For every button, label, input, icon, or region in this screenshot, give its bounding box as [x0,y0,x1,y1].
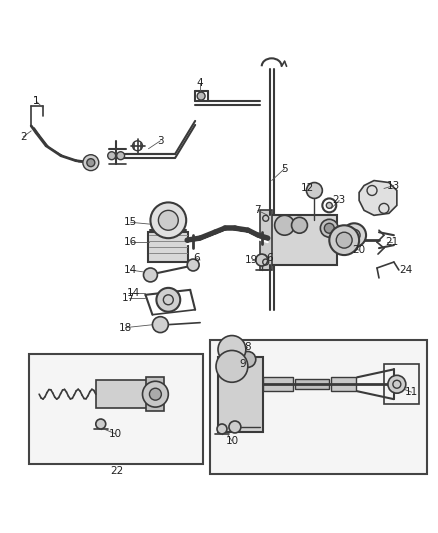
Circle shape [83,155,99,171]
Circle shape [324,223,334,233]
Circle shape [150,203,186,238]
Bar [218,358,263,432]
Circle shape [159,211,178,230]
Text: 7: 7 [254,205,261,215]
Circle shape [275,215,294,235]
Text: 23: 23 [332,196,346,205]
Text: 22: 22 [110,466,123,475]
Bar [146,377,164,411]
Circle shape [329,225,359,255]
Text: 14: 14 [127,288,140,298]
Circle shape [197,92,205,100]
Text: 11: 11 [405,387,418,397]
Circle shape [108,152,116,160]
Bar [331,377,356,391]
Text: 18: 18 [119,322,132,333]
Text: 10: 10 [109,429,122,439]
Text: 2: 2 [20,132,27,142]
Circle shape [218,336,246,364]
Text: 20: 20 [353,245,366,255]
Circle shape [142,381,168,407]
Circle shape [96,419,106,429]
Text: 24: 24 [399,265,413,275]
Text: 6: 6 [266,253,273,263]
Bar [263,377,293,391]
Circle shape [226,349,238,360]
Circle shape [388,375,406,393]
Circle shape [342,223,366,247]
Circle shape [336,232,352,248]
Bar [260,211,272,270]
Circle shape [220,343,244,366]
Circle shape [117,152,124,160]
Bar [29,354,203,464]
Bar [268,215,337,265]
Circle shape [217,424,227,434]
Circle shape [156,288,180,312]
Text: 13: 13 [387,181,400,190]
Circle shape [149,388,161,400]
Bar [210,340,427,474]
Circle shape [307,182,322,198]
Text: 8: 8 [244,343,251,352]
Text: 6: 6 [193,253,199,263]
Text: 10: 10 [226,436,238,446]
Text: 5: 5 [281,164,288,174]
Text: 4: 4 [197,78,203,88]
Text: 16: 16 [124,237,137,247]
Text: 12: 12 [301,182,314,192]
Circle shape [229,421,241,433]
Bar [148,232,188,262]
Circle shape [187,259,199,271]
Circle shape [152,317,168,333]
Circle shape [256,254,268,266]
Circle shape [144,268,157,282]
Text: 1: 1 [33,96,39,106]
Circle shape [87,159,95,167]
Text: 3: 3 [157,136,164,146]
Bar [384,365,419,404]
Text: 14: 14 [124,265,137,275]
Bar [294,379,329,389]
Circle shape [240,351,256,367]
Circle shape [216,351,248,382]
Bar [96,380,150,408]
Text: 1: 1 [33,96,39,106]
Circle shape [292,217,307,233]
Circle shape [320,219,338,237]
Text: 21: 21 [385,237,399,247]
Text: 15: 15 [124,217,137,227]
Circle shape [326,203,332,208]
Text: 17: 17 [122,293,135,303]
Text: 19: 19 [245,255,258,265]
Polygon shape [359,181,397,215]
Text: 9: 9 [240,359,246,369]
